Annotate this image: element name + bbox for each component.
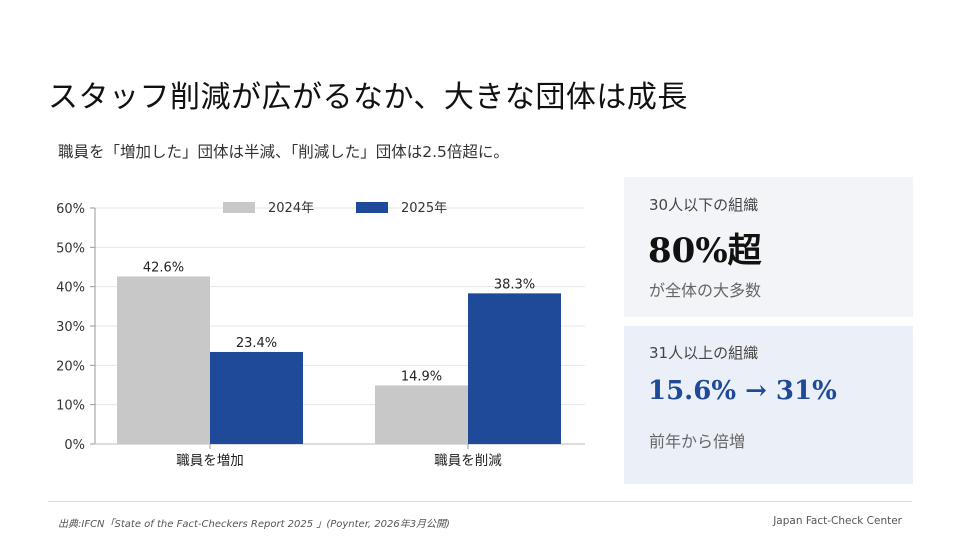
data-label: 38.3% (494, 277, 535, 292)
legend-label: 2024年 (268, 201, 314, 216)
bar-2025 (468, 293, 561, 444)
bar-2024 (117, 276, 210, 444)
y-tick-label: 60% (56, 202, 85, 217)
y-tick-label: 20% (56, 359, 85, 374)
y-tick-label: 50% (56, 241, 85, 256)
small-org-value: 80%超 (648, 231, 762, 271)
legend-label: 2025年 (401, 201, 447, 216)
small-org-note: が全体の大多数 (649, 281, 762, 300)
legend-swatch (356, 202, 388, 213)
staff-change-bar-chart: 0% 10% 20% 30% 40% 50% 60% 42.6% 23.4% 職員を増加 14.9%… (40, 188, 600, 478)
x-tick-label: 職員を削減 (434, 452, 502, 469)
slide-subtitle: 職員を「増加した」団体は半減、「削減した」団体は2.5倍超に。 (58, 143, 509, 161)
organization-name: Japan Fact-Check Center (773, 515, 902, 527)
large-org-card: 31人以上の組織 15.6% → 31% 前年から倍増 (624, 326, 913, 484)
legend-swatch (223, 202, 255, 213)
bar-2024 (375, 385, 468, 444)
chart-svg: 0% 10% 20% 30% 40% 50% 60% 42.6% 23.4% 職員を増加 14.9%… (56, 201, 585, 469)
data-label: 14.9% (401, 369, 442, 384)
small-org-card: 30人以下の組織 80%超 が全体の大多数 (624, 177, 913, 317)
y-tick-label: 0% (64, 438, 85, 453)
y-tick-label: 30% (56, 320, 85, 335)
large-org-value: 15.6% → 31% (648, 376, 837, 406)
footer-divider (48, 501, 912, 502)
data-label: 42.6% (143, 260, 184, 275)
large-org-note: 前年から倍増 (649, 432, 746, 451)
y-tick-label: 10% (56, 399, 85, 414)
x-tick-label: 職員を増加 (176, 453, 244, 469)
source-citation: 出典:IFCN「State of the Fact-Checkers Repor… (58, 519, 450, 530)
small-org-label: 30人以下の組織 (649, 196, 759, 214)
data-label: 23.4% (236, 336, 277, 351)
large-org-label: 31人以上の組織 (649, 344, 759, 362)
bar-2025 (210, 351, 303, 444)
slide-title: スタッフ削減が広がるなか、大きな団体は成長 (48, 80, 688, 115)
y-tick-label: 40% (56, 281, 85, 296)
